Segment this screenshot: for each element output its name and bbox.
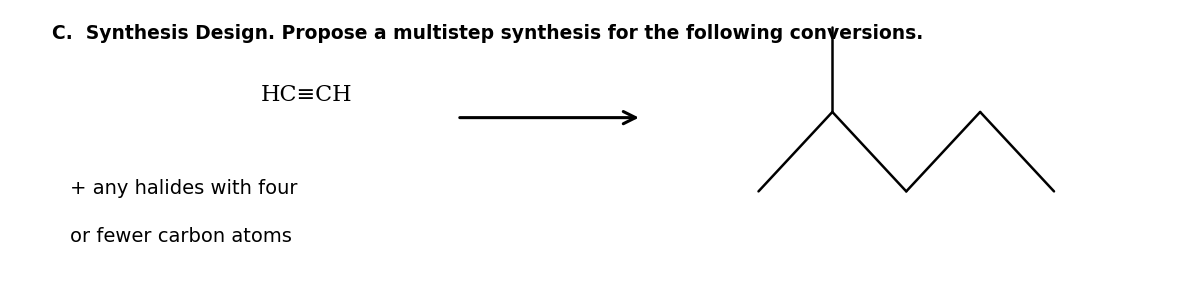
Text: HC≡CH: HC≡CH <box>260 84 352 106</box>
Text: or fewer carbon atoms: or fewer carbon atoms <box>70 227 292 246</box>
Text: C.  Synthesis Design. Propose a multistep synthesis for the following conversion: C. Synthesis Design. Propose a multistep… <box>52 24 923 43</box>
Text: + any halides with four: + any halides with four <box>70 179 298 198</box>
